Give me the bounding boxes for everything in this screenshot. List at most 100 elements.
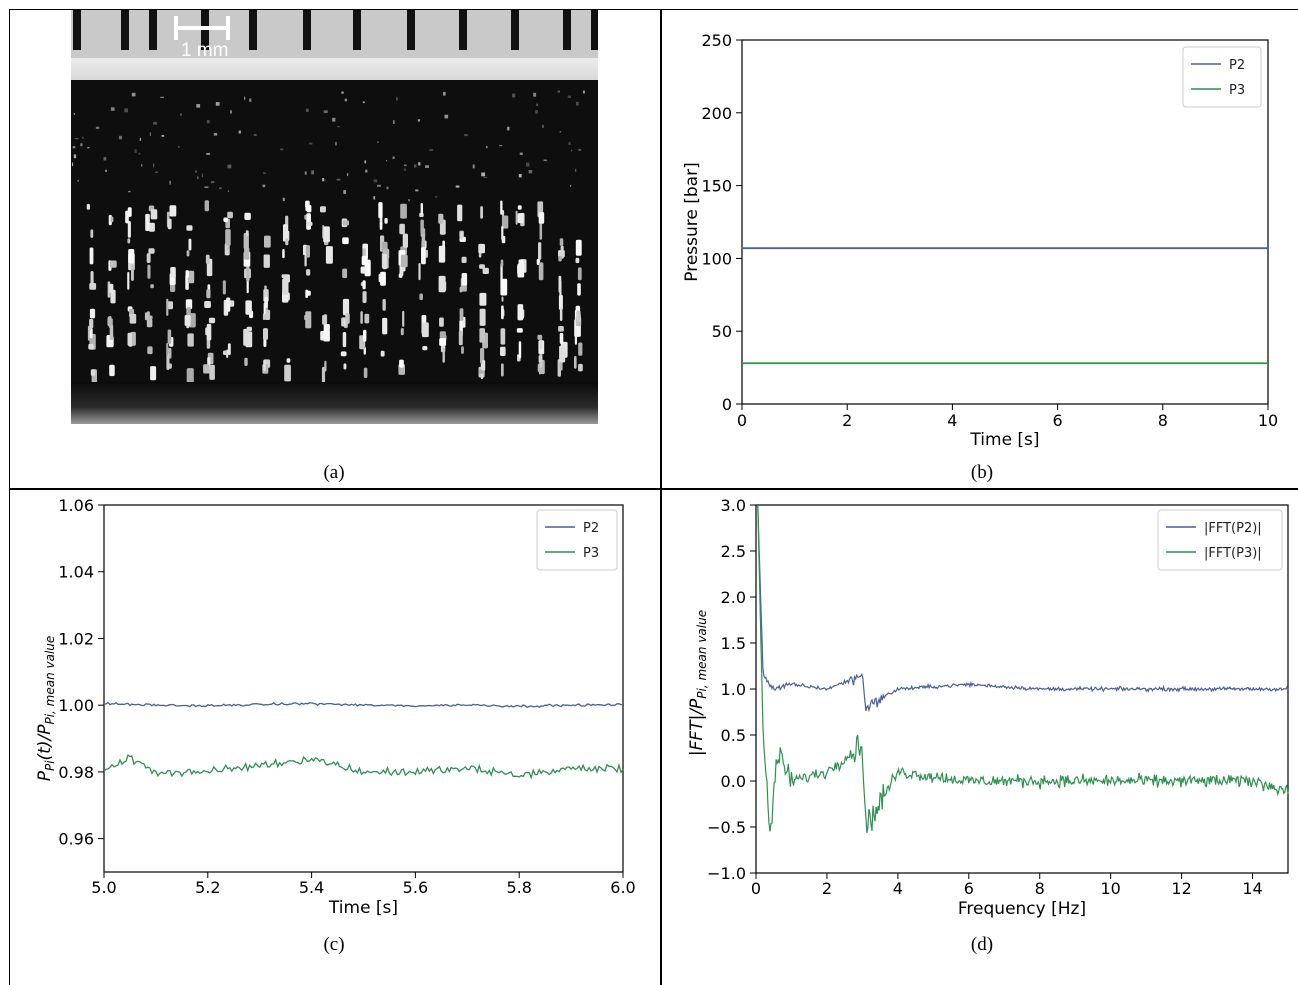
- surface-streak: [167, 329, 172, 344]
- surface-streak: [226, 246, 229, 251]
- figure-grid: [9, 9, 1298, 985]
- y-axis-label: Pressure [bar]: [682, 162, 702, 281]
- surface-streak: [127, 271, 130, 290]
- surface-streak: [500, 259, 504, 267]
- y-axis-label: PPi(t)/PPi, mean value: [35, 636, 57, 782]
- surface-streak: [148, 248, 155, 254]
- surface-streak: [150, 284, 154, 289]
- surface-streak: [384, 218, 388, 224]
- surface-streak: [575, 257, 580, 264]
- surface-streak: [515, 210, 518, 225]
- surface-streak: [223, 217, 228, 222]
- scale-bar-label: 1 mm: [181, 40, 229, 61]
- grid-divider-vertical: [660, 9, 662, 985]
- surface-speck: [238, 130, 241, 134]
- surface-streak: [244, 247, 250, 260]
- surface-streak: [479, 308, 486, 326]
- surface-speck: [464, 134, 468, 137]
- ruler-tick: [73, 10, 81, 50]
- x-tick-label: 6: [964, 879, 974, 898]
- surface-streak: [243, 233, 249, 249]
- surface-streak: [518, 341, 522, 359]
- surface-speck: [444, 114, 449, 119]
- surface-streak: [304, 214, 307, 220]
- surface-streak: [204, 301, 211, 308]
- surface-speck: [206, 119, 210, 124]
- surface-speck: [77, 179, 79, 182]
- surface-speck: [568, 142, 571, 145]
- surface-speck: [507, 126, 510, 131]
- ruler-edge: [71, 58, 598, 80]
- surface-streak: [362, 291, 367, 303]
- surface-streak: [379, 222, 383, 230]
- surface-streak: [518, 259, 524, 265]
- surface-streak: [189, 313, 196, 328]
- surface-streak: [342, 268, 348, 279]
- surface-streak: [575, 239, 582, 256]
- ruler-tick: [511, 10, 519, 50]
- surface-streak: [146, 311, 150, 322]
- surface-streak: [147, 346, 153, 355]
- y-tick-label: 250: [701, 31, 732, 50]
- surface-streak: [478, 243, 485, 254]
- ruler-tick: [303, 10, 311, 50]
- surface-streak: [150, 209, 158, 220]
- y-tick-label: −1.0: [707, 864, 746, 883]
- x-tick-label: 6: [1053, 411, 1063, 430]
- surface-streak: [538, 242, 542, 260]
- y-tick-label: 0: [722, 395, 732, 414]
- surface-streak: [227, 343, 231, 356]
- surface-streak: [361, 255, 368, 266]
- surface-speck: [139, 137, 142, 141]
- surface-streak: [517, 263, 525, 278]
- plot-frame: [103, 504, 624, 873]
- surface-streak: [501, 305, 504, 320]
- surface-speck: [196, 104, 201, 108]
- surface-speck: [518, 174, 522, 178]
- surface-speck: [344, 98, 348, 102]
- surface-streak: [304, 254, 307, 267]
- surface-speck: [280, 148, 284, 151]
- ruler-tick: [459, 10, 467, 50]
- surface-streak: [206, 323, 212, 341]
- surface-speck: [557, 90, 560, 93]
- surface-streak: [461, 273, 468, 286]
- surface-speck: [244, 96, 246, 100]
- surface-streak: [360, 311, 363, 324]
- surface-streak: [246, 279, 249, 294]
- surface-streak: [577, 267, 582, 281]
- surface-speck: [418, 162, 421, 166]
- surface-streak: [364, 313, 370, 324]
- surface-speck: [341, 91, 344, 94]
- y-tick-label: 0.98: [58, 763, 94, 782]
- surface-streak: [560, 245, 564, 259]
- surface-speck: [346, 173, 349, 177]
- surface-speck: [134, 149, 137, 153]
- series-line-fft-p2: [757, 504, 1289, 713]
- surface-speck: [305, 108, 309, 112]
- ruler-tick: [591, 10, 598, 50]
- surface-streak: [402, 233, 408, 248]
- surface-speck: [262, 184, 266, 188]
- surface-speck: [528, 170, 533, 174]
- surface-streak: [501, 296, 504, 302]
- surface-streak: [146, 253, 151, 263]
- surface-streak: [399, 223, 405, 235]
- surface-streak: [167, 218, 172, 230]
- surface-speck: [105, 169, 107, 172]
- surface-streak: [187, 368, 194, 385]
- surface-speck: [160, 96, 164, 98]
- y-tick-label: 1.00: [58, 696, 94, 715]
- y-axis-label: |FFT|/PPi, mean value: [687, 610, 709, 756]
- surface-speck: [128, 191, 131, 193]
- surface-streak: [502, 210, 505, 218]
- surface-streak: [186, 250, 190, 257]
- surface-streak: [128, 249, 135, 264]
- surface-streak: [321, 366, 326, 383]
- surface-streak: [459, 308, 464, 321]
- legend-label: |FFT(P3)|: [1204, 546, 1262, 561]
- scale-bar-cap: [226, 16, 230, 40]
- surface-streak: [264, 296, 268, 308]
